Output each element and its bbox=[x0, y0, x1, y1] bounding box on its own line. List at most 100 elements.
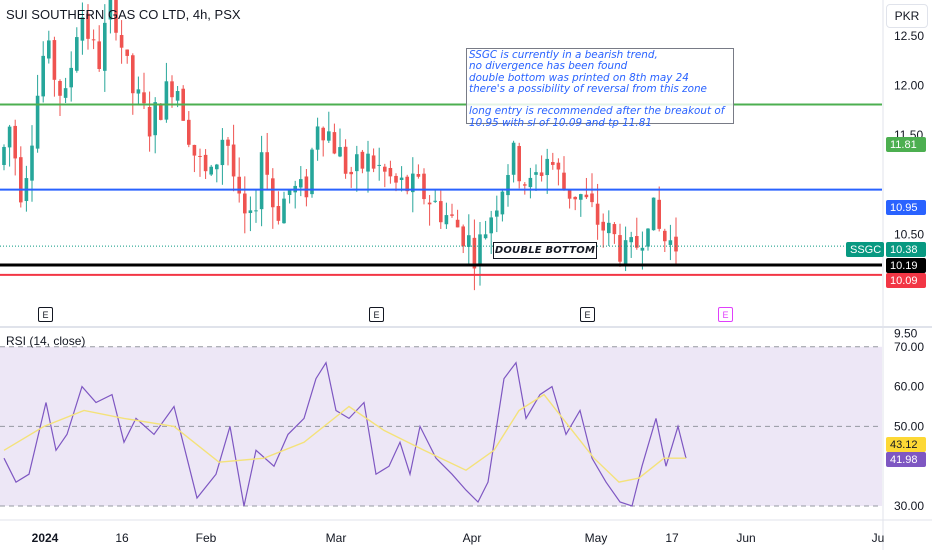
candle bbox=[668, 224, 673, 261]
earnings-marker-upcoming[interactable]: E bbox=[718, 307, 733, 322]
candle bbox=[500, 188, 505, 222]
candle-body bbox=[377, 164, 381, 166]
candle-body bbox=[618, 235, 622, 262]
candle-body bbox=[500, 191, 505, 215]
candle-body bbox=[461, 226, 465, 247]
candle bbox=[170, 75, 174, 108]
candle bbox=[444, 202, 449, 229]
candle bbox=[114, 0, 118, 41]
candle-body bbox=[635, 236, 639, 248]
candle-body bbox=[153, 102, 157, 136]
candle-body bbox=[450, 214, 454, 216]
candle-body bbox=[651, 197, 656, 231]
candle bbox=[63, 77, 68, 104]
candle bbox=[315, 117, 320, 161]
candle bbox=[75, 27, 79, 73]
candle-body bbox=[114, 0, 118, 33]
candle-body bbox=[338, 147, 342, 157]
candle-body bbox=[170, 81, 174, 98]
support-price-tag: 10.19 bbox=[886, 258, 926, 273]
earnings-marker[interactable]: E bbox=[580, 307, 595, 322]
earnings-marker[interactable]: E bbox=[369, 307, 384, 322]
candle bbox=[483, 220, 488, 240]
earnings-marker[interactable]: E bbox=[38, 307, 53, 322]
time-axis-tick: May bbox=[585, 531, 608, 545]
time-axis-tick: Ju bbox=[872, 531, 885, 545]
currency-button[interactable]: PKR bbox=[886, 4, 928, 28]
candle-body bbox=[416, 174, 421, 177]
candle bbox=[47, 30, 51, 64]
candle-body bbox=[254, 210, 258, 212]
candle-body bbox=[439, 201, 443, 223]
candle-body bbox=[394, 175, 398, 183]
candle-body bbox=[495, 210, 499, 217]
candle bbox=[612, 222, 617, 244]
candle-body bbox=[366, 153, 370, 172]
candle-body bbox=[590, 193, 594, 203]
candle-body bbox=[562, 172, 566, 190]
annotation-note[interactable]: SSGC is currently in a bearish trend, no… bbox=[466, 48, 734, 129]
candle bbox=[282, 191, 286, 224]
candle-body bbox=[58, 80, 62, 96]
candle bbox=[422, 168, 426, 205]
double-bottom-label[interactable]: DOUBLE BOTTOM bbox=[493, 242, 597, 259]
candle-body bbox=[2, 146, 6, 165]
candle-body bbox=[399, 177, 404, 181]
candle-body bbox=[52, 40, 57, 80]
candle-body bbox=[209, 166, 213, 175]
note-line: no divergence has been found bbox=[469, 60, 628, 73]
candle bbox=[41, 41, 45, 103]
candle bbox=[556, 158, 561, 186]
candle-body bbox=[506, 174, 510, 196]
candle-body bbox=[203, 154, 208, 172]
candle bbox=[181, 85, 185, 121]
candle bbox=[383, 163, 387, 188]
candle bbox=[472, 219, 477, 291]
candle-body bbox=[276, 206, 281, 221]
candle bbox=[226, 136, 230, 166]
rsi-axis-tick: 50.00 bbox=[894, 419, 924, 433]
candle bbox=[159, 102, 163, 121]
candle bbox=[579, 193, 583, 217]
candle bbox=[618, 223, 622, 267]
candle bbox=[103, 4, 107, 92]
candle bbox=[254, 189, 258, 223]
candle bbox=[366, 140, 370, 193]
candle bbox=[629, 231, 633, 258]
candle bbox=[663, 228, 667, 252]
note-line: long entry is recommended after the brea… bbox=[469, 105, 725, 118]
candle bbox=[455, 209, 460, 228]
candle-body bbox=[455, 219, 460, 228]
candle bbox=[349, 166, 353, 188]
candle-body bbox=[7, 126, 12, 148]
chart-title: SUI SOUTHERN GAS CO LTD, 4h, PSX bbox=[6, 7, 241, 22]
candle-body bbox=[489, 217, 493, 234]
candle-body bbox=[47, 40, 51, 59]
candle-body bbox=[69, 67, 73, 88]
candle-body bbox=[159, 104, 163, 120]
candle bbox=[80, 2, 85, 55]
candle bbox=[153, 97, 157, 154]
candle bbox=[91, 29, 96, 50]
candle-body bbox=[192, 144, 197, 156]
candle bbox=[265, 132, 269, 191]
candle-body bbox=[299, 179, 303, 188]
candle bbox=[405, 174, 409, 195]
candle-body bbox=[556, 162, 561, 170]
note-line: double bottom was printed on 8th may 24 bbox=[469, 71, 689, 84]
last-price-tag: 10.38 bbox=[886, 242, 926, 257]
candle-body bbox=[623, 240, 628, 266]
candle bbox=[495, 195, 499, 233]
candle-body bbox=[187, 119, 191, 145]
note-line: 10.95 with sl of 10.09 and tp 11.81 bbox=[469, 116, 652, 129]
candle bbox=[287, 189, 292, 204]
candle-body bbox=[327, 131, 331, 141]
candle bbox=[534, 164, 538, 191]
entry-price-tag: 10.95 bbox=[886, 200, 926, 215]
candle bbox=[164, 62, 169, 123]
candle bbox=[562, 156, 566, 191]
candle bbox=[332, 123, 337, 155]
candle bbox=[142, 72, 146, 109]
candle bbox=[299, 166, 303, 197]
candle bbox=[377, 147, 381, 181]
